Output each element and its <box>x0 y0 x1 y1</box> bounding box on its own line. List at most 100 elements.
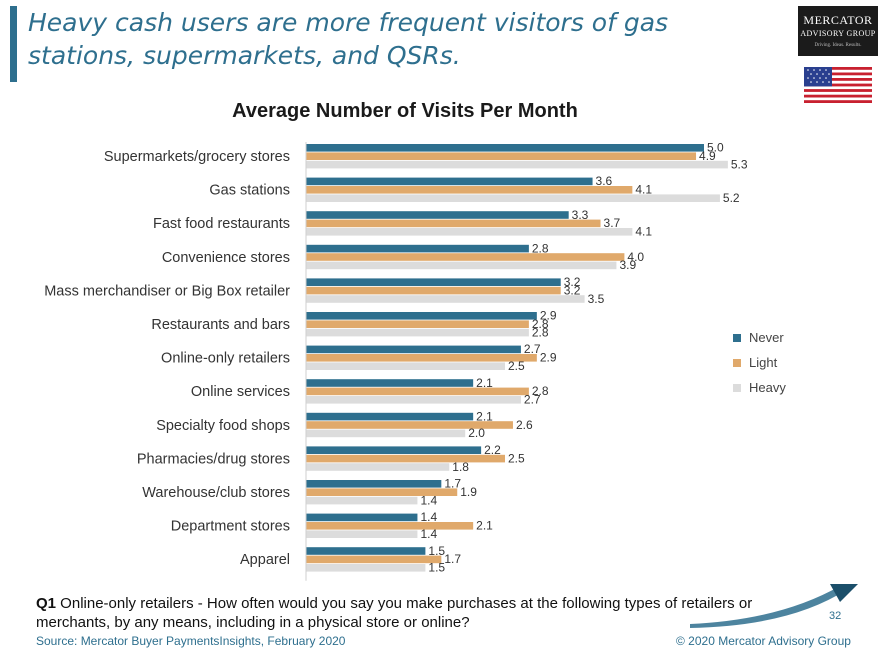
category-label-warehouse-club-stores: Warehouse/club stores <box>142 485 290 501</box>
bar-heavy-pharmacies-drug-stores <box>306 463 450 471</box>
bar-light-supermarkets-grocery-stores <box>306 152 697 160</box>
value-label-never-online-services: 2.1 <box>476 376 493 390</box>
logo-line-2: ADVISORY GROUP <box>800 29 876 38</box>
bar-never-pharmacies-drug-stores <box>306 446 482 454</box>
survey-question: Q1 Online-only retailers - How often wou… <box>36 594 796 632</box>
bar-light-specialty-food-shops <box>306 421 513 429</box>
bar-heavy-restaurants-and-bars <box>306 328 529 337</box>
bar-never-apparel <box>306 547 426 555</box>
bar-never-online-only-retailers <box>306 345 521 354</box>
category-label-supermarkets-grocery-stores: Supermarkets/grocery stores <box>104 149 290 165</box>
bar-light-restaurants-and-bars <box>306 320 529 328</box>
slide-headline: Heavy cash users are more frequent visit… <box>28 8 669 70</box>
bar-light-online-services <box>306 387 529 396</box>
category-label-convenience-stores: Convenience stores <box>162 250 290 266</box>
value-label-heavy-convenience-stores: 3.9 <box>619 258 636 272</box>
chart-legend: Never Light Heavy <box>733 325 786 400</box>
bar-heavy-online-only-retailers <box>306 362 505 370</box>
bar-never-department-stores <box>306 513 418 522</box>
bar-never-warehouse-club-stores <box>306 480 442 488</box>
bar-heavy-gas-stations <box>306 194 720 202</box>
value-label-heavy-fast-food-restaurants: 4.1 <box>635 225 652 239</box>
us-flag-icon <box>804 67 872 103</box>
bar-light-warehouse-club-stores <box>306 488 458 496</box>
value-label-light-supermarkets-grocery-stores: 4.9 <box>699 149 716 163</box>
value-label-never-convenience-stores: 2.8 <box>532 241 549 255</box>
bar-light-fast-food-restaurants <box>306 219 601 228</box>
legend-item-light: Light <box>733 350 786 375</box>
value-label-light-gas-stations: 4.1 <box>635 183 652 197</box>
bar-heavy-warehouse-club-stores <box>306 496 418 505</box>
page-number: 32 <box>829 610 842 622</box>
value-label-never-mass-merchandiser-or-big-box-retailer: 3.2 <box>564 275 581 289</box>
bar-light-department-stores <box>306 522 474 530</box>
value-label-never-department-stores: 1.4 <box>420 510 437 524</box>
category-label-online-only-retailers: Online-only retailers <box>161 351 290 367</box>
value-label-light-apparel: 1.7 <box>444 552 461 566</box>
value-label-light-pharmacies-drug-stores: 2.5 <box>508 451 525 465</box>
bar-never-convenience-stores <box>306 244 529 253</box>
question-text: Online-only retailers - How often would … <box>36 595 753 631</box>
bar-heavy-fast-food-restaurants <box>306 228 633 236</box>
value-label-never-fast-food-restaurants: 3.3 <box>572 208 589 222</box>
bar-light-convenience-stores <box>306 253 625 261</box>
category-label-fast-food-restaurants: Fast food restaurants <box>153 216 290 232</box>
bar-light-mass-merchandiser-or-big-box-retailer <box>306 286 561 295</box>
bar-never-online-services <box>306 379 474 387</box>
category-label-restaurants-and-bars: Restaurants and bars <box>151 317 290 333</box>
bar-heavy-online-services <box>306 396 521 404</box>
bar-never-gas-stations <box>306 177 593 186</box>
copyright-note: © 2020 Mercator Advisory Group <box>676 634 851 648</box>
category-label-gas-stations: Gas stations <box>209 183 290 199</box>
bar-heavy-department-stores <box>306 530 418 538</box>
value-label-light-convenience-stores: 4.0 <box>627 250 644 264</box>
value-label-never-supermarkets-grocery-stores: 5.0 <box>707 141 724 155</box>
value-label-heavy-specialty-food-shops: 2.0 <box>468 426 485 440</box>
value-label-never-restaurants-and-bars: 2.9 <box>540 309 557 323</box>
source-note: Source: Mercator Buyer PaymentsInsights,… <box>36 634 346 648</box>
value-label-never-specialty-food-shops: 2.1 <box>476 409 493 423</box>
value-label-heavy-pharmacies-drug-stores: 1.8 <box>452 460 469 474</box>
value-label-never-online-only-retailers: 2.7 <box>524 342 541 356</box>
category-label-online-services: Online services <box>191 384 290 400</box>
value-label-light-online-only-retailers: 2.9 <box>540 351 557 365</box>
legend-swatch-never <box>733 333 741 342</box>
bar-light-gas-stations <box>306 186 633 194</box>
value-label-heavy-gas-stations: 5.2 <box>723 191 740 205</box>
value-label-heavy-restaurants-and-bars: 2.8 <box>532 325 549 339</box>
legend-label-light: Light <box>749 355 778 370</box>
chart-title: Average Number of Visits Per Month <box>232 100 578 122</box>
category-label-pharmacies-drug-stores: Pharmacies/drug stores <box>137 451 290 467</box>
logo-line-1: MERCATOR <box>803 13 873 27</box>
category-label-mass-merchandiser-or-big-box-retailer: Mass merchandiser or Big Box retailer <box>44 283 290 299</box>
category-label-apparel: Apparel <box>240 552 290 568</box>
value-label-light-department-stores: 2.1 <box>476 519 493 533</box>
value-label-light-online-services: 2.8 <box>532 384 549 398</box>
bar-never-mass-merchandiser-or-big-box-retailer <box>306 278 561 286</box>
swoosh-graphic <box>690 584 858 628</box>
value-label-heavy-online-services: 2.7 <box>524 393 541 407</box>
value-label-light-mass-merchandiser-or-big-box-retailer: 3.2 <box>564 283 581 297</box>
bar-light-online-only-retailers <box>306 354 537 362</box>
legend-label-heavy: Heavy <box>749 380 786 395</box>
logo-tagline: Driving. Ideas. Results. <box>814 43 862 48</box>
value-label-never-warehouse-club-stores: 1.7 <box>444 477 461 491</box>
bar-heavy-apparel <box>306 564 426 572</box>
legend-swatch-light <box>733 358 741 367</box>
value-label-heavy-apparel: 1.5 <box>428 561 445 575</box>
category-label-department-stores: Department stores <box>171 519 290 535</box>
bar-never-restaurants-and-bars <box>306 312 537 320</box>
question-label: Q1 <box>36 595 57 612</box>
value-label-heavy-online-only-retailers: 2.5 <box>508 359 525 373</box>
value-label-light-warehouse-club-stores: 1.9 <box>460 485 477 499</box>
value-label-never-gas-stations: 3.6 <box>596 174 613 188</box>
value-label-light-restaurants-and-bars: 2.8 <box>532 317 549 331</box>
bar-never-specialty-food-shops <box>306 412 474 421</box>
mercator-logo: MERCATOR ADVISORY GROUP Driving. Ideas. … <box>798 6 878 56</box>
value-label-light-fast-food-restaurants: 3.7 <box>604 216 621 230</box>
bar-chart: Supermarkets/grocery stores 5.04.9 5.3 Gas … <box>44 141 748 581</box>
headline-accent-bar <box>10 6 17 82</box>
value-label-heavy-supermarkets-grocery-stores: 5.3 <box>731 157 748 171</box>
value-label-heavy-department-stores: 1.4 <box>420 527 437 541</box>
legend-item-heavy: Heavy <box>733 375 786 400</box>
